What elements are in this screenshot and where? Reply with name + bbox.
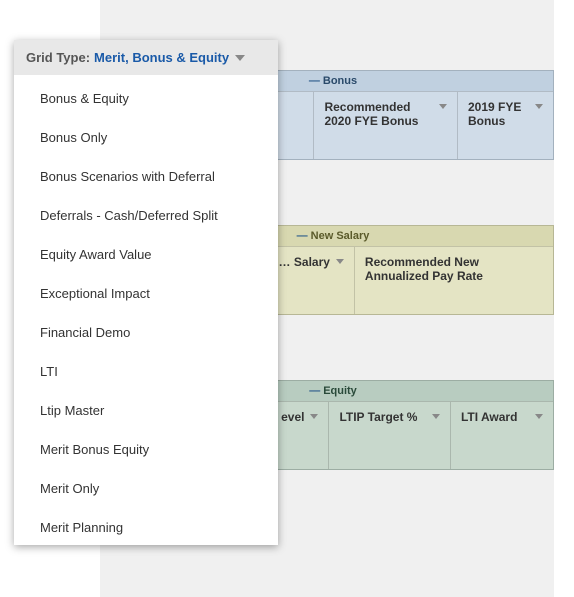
grid-type-option[interactable]: Exceptional Impact (14, 274, 278, 313)
grid-type-option[interactable]: Ltip Master (14, 391, 278, 430)
grid-type-selected: Merit, Bonus & Equity (94, 50, 229, 65)
grid-type-option[interactable]: LTI (14, 352, 278, 391)
grid-type-option[interactable]: Bonus Only (14, 118, 278, 157)
column-header[interactable]: 2019 FYE Bonus (457, 91, 553, 159)
column-header[interactable]: Recommended New Annualized Pay Rate (354, 246, 553, 314)
chevron-down-icon (535, 414, 543, 419)
chevron-down-icon (310, 414, 318, 419)
collapse-icon: — (297, 230, 307, 242)
column-header[interactable]: LTIP Target % (328, 401, 450, 469)
section-equity-title: Equity (323, 385, 357, 397)
chevron-down-icon (535, 104, 543, 109)
grid-type-options: Bonus & Equity Bonus Only Bonus Scenario… (14, 75, 278, 545)
collapse-icon: — (309, 385, 319, 397)
grid-type-option[interactable]: Financial Demo (14, 313, 278, 352)
grid-type-label: Grid Type: (26, 50, 90, 65)
grid-type-option[interactable]: Equity Award Value (14, 235, 278, 274)
grid-type-option[interactable]: Bonus & Equity (14, 79, 278, 118)
grid-type-option[interactable]: Deferrals - Cash/Deferred Split (14, 196, 278, 235)
grid-type-option[interactable]: Merit Only (14, 469, 278, 508)
collapse-icon: — (309, 75, 319, 87)
chevron-down-icon (439, 104, 447, 109)
grid-type-dropdown: Grid Type: Merit, Bonus & Equity Bonus &… (14, 40, 278, 545)
grid-type-option[interactable]: Bonus Scenarios with Deferral (14, 157, 278, 196)
column-header[interactable]: LTI Award (450, 401, 553, 469)
section-bonus-title: Bonus (323, 75, 357, 87)
chevron-down-icon (235, 55, 245, 61)
chevron-down-icon (432, 414, 440, 419)
column-header[interactable]: Recommended 2020 FYE Bonus (313, 91, 457, 159)
grid-type-option[interactable]: Merit Bonus Equity (14, 430, 278, 469)
grid-type-selector[interactable]: Grid Type: Merit, Bonus & Equity (14, 40, 278, 75)
section-salary-title: New Salary (311, 230, 370, 242)
grid-type-option[interactable]: Merit Planning (14, 508, 278, 545)
chevron-down-icon (336, 259, 344, 264)
